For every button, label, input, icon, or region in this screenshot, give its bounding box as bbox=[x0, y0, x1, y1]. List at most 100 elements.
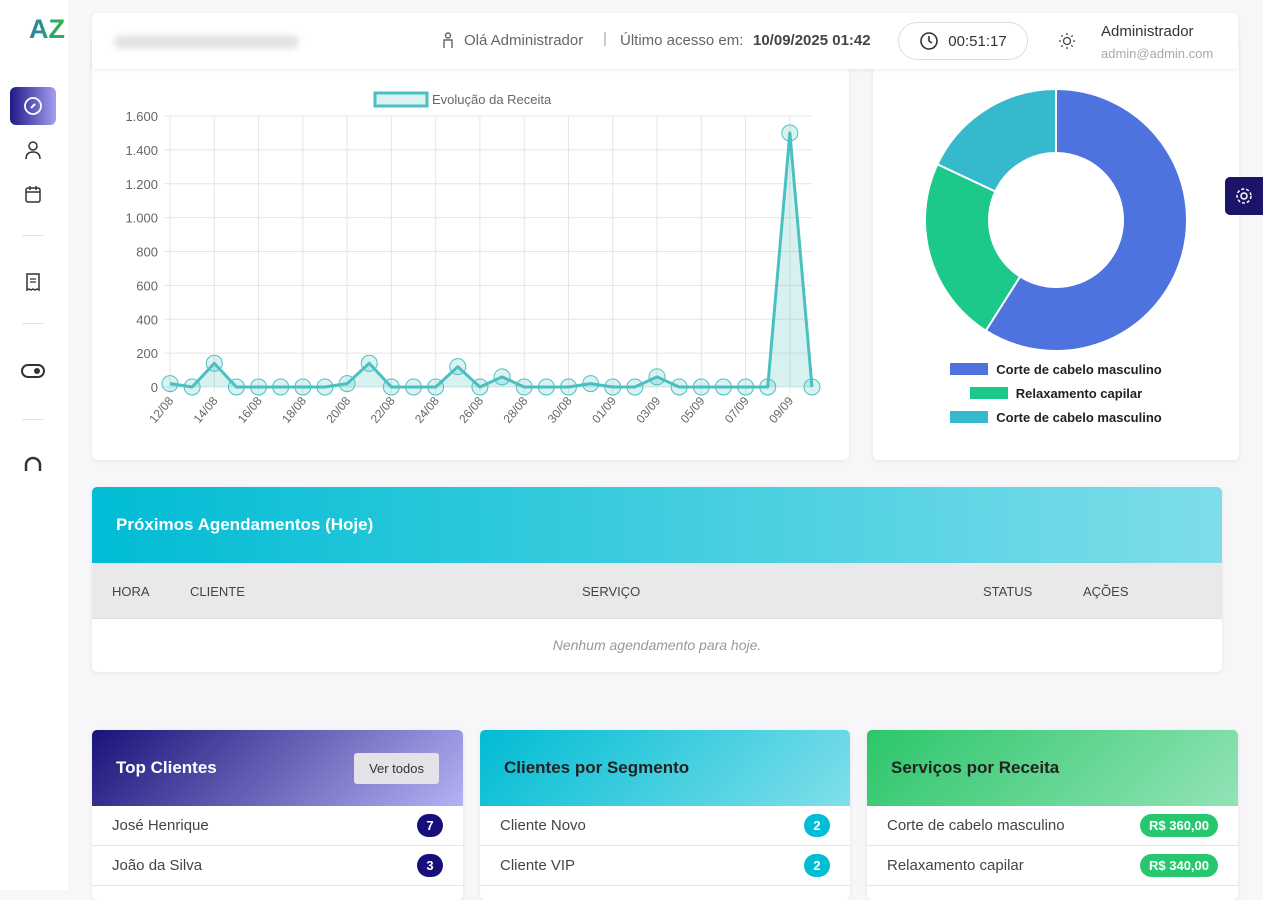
revenue-chart-card: 0 200 400 600 800 1.000 1.200 1.400 1.600 12/08 14… bbox=[92, 40, 849, 460]
top-clients-title: Top Clientes bbox=[116, 758, 217, 777]
segments-title: Clientes por Segmento bbox=[504, 758, 690, 777]
count-badge: 3 bbox=[417, 854, 443, 877]
data-point bbox=[471, 378, 489, 396]
data-point bbox=[559, 378, 577, 396]
y-tick-label: 1.000 bbox=[125, 211, 158, 226]
x-tick-label: 26/08 bbox=[456, 394, 486, 426]
legend-swatch bbox=[950, 411, 989, 423]
segments-card: Clientes por Segmento Cliente Novo 2 Clie… bbox=[480, 730, 850, 900]
receipt-icon bbox=[26, 273, 40, 292]
logo: AZ bbox=[29, 14, 65, 44]
y-tick-label: 1.200 bbox=[125, 177, 158, 192]
service-name: Corte de cabelo masculino bbox=[887, 817, 1065, 834]
sidebar-item-toggle[interactable] bbox=[10, 352, 56, 390]
appointments-table-header: HORA CLIENTE SERVIÇO STATUS AÇÕES bbox=[92, 563, 1222, 619]
x-tick-label: 22/08 bbox=[368, 394, 398, 426]
legend-swatch bbox=[950, 363, 989, 375]
col-acoes: AÇÕES bbox=[1083, 584, 1129, 599]
donut-slice bbox=[984, 87, 1188, 352]
sidebar-item-support[interactable] bbox=[10, 446, 56, 484]
x-tick-label: 12/08 bbox=[146, 394, 176, 426]
data-point bbox=[250, 378, 268, 396]
data-point bbox=[427, 378, 445, 396]
services-donut-chart bbox=[924, 87, 1188, 352]
services-revenue-card: Serviços por Receita Corte de cabelo mas… bbox=[867, 730, 1238, 900]
list-item: Cliente VIP 2 bbox=[480, 846, 850, 886]
data-point bbox=[294, 378, 312, 396]
headset-icon bbox=[24, 456, 42, 471]
gear-icon bbox=[1236, 188, 1252, 204]
x-tick-label: 09/09 bbox=[766, 394, 796, 426]
data-point bbox=[714, 378, 732, 396]
data-point bbox=[493, 368, 511, 386]
y-tick-label: 200 bbox=[136, 346, 158, 361]
data-point bbox=[360, 354, 378, 372]
x-tick-label: 16/08 bbox=[235, 394, 265, 426]
timer-value: 00:51:17 bbox=[948, 32, 1007, 50]
view-all-button[interactable]: Ver todos bbox=[354, 752, 439, 784]
col-cliente: CLIENTE bbox=[190, 584, 245, 599]
person-icon bbox=[443, 32, 453, 48]
theme-toggle-sun-icon[interactable] bbox=[1058, 32, 1076, 50]
revenue-badge: R$ 360,00 bbox=[1140, 814, 1218, 837]
data-point bbox=[338, 375, 356, 393]
donut-slice bbox=[936, 87, 1057, 193]
legend-swatch bbox=[373, 91, 429, 108]
empty-message: Nenhum agendamento para hoje. bbox=[552, 637, 762, 653]
revenue-badge: R$ 340,00 bbox=[1140, 854, 1218, 877]
data-point bbox=[582, 375, 600, 393]
sidebar-item-clients[interactable] bbox=[10, 131, 56, 169]
col-hora: HORA bbox=[112, 584, 150, 599]
donut-slice bbox=[924, 162, 1022, 332]
data-point bbox=[161, 375, 179, 393]
list-item[interactable]: João da Silva 3 bbox=[92, 846, 463, 886]
y-tick-label: 1.400 bbox=[125, 143, 158, 158]
x-tick-label: 05/09 bbox=[678, 394, 708, 426]
toggle-icon bbox=[21, 364, 45, 378]
legend-item[interactable]: Corte de cabelo masculino bbox=[873, 357, 1239, 381]
x-tick-label: 20/08 bbox=[323, 394, 353, 426]
client-name: João da Silva bbox=[112, 857, 203, 874]
data-point bbox=[737, 378, 755, 396]
y-tick-label: 1.600 bbox=[125, 109, 158, 124]
data-point bbox=[759, 378, 777, 396]
data-point bbox=[515, 378, 533, 396]
x-tick-label: 30/08 bbox=[545, 394, 575, 426]
list-item: Cliente Novo 2 bbox=[480, 806, 850, 846]
sidebar-item-calendar[interactable] bbox=[10, 175, 56, 213]
legend-item[interactable]: Corte de cabelo masculino bbox=[873, 405, 1239, 429]
data-point bbox=[205, 354, 223, 372]
data-point bbox=[670, 378, 688, 396]
y-tick-label: 600 bbox=[136, 278, 158, 293]
greeting: Olá Administrador bbox=[464, 32, 584, 49]
legend-label: Relaxamento capilar bbox=[1015, 385, 1143, 401]
settings-button[interactable] bbox=[1225, 177, 1263, 215]
user-icon bbox=[25, 141, 41, 160]
session-timer: 00:51:17 bbox=[898, 22, 1028, 60]
gauge-icon bbox=[24, 97, 42, 115]
sidebar-item-dashboard[interactable] bbox=[10, 87, 56, 125]
data-point bbox=[316, 378, 334, 396]
calendar-icon bbox=[25, 186, 41, 203]
appointments-card: Próximos Agendamentos (Hoje) HORA CLIENT… bbox=[92, 487, 1222, 672]
col-status: STATUS bbox=[983, 584, 1033, 599]
count-badge: 2 bbox=[804, 814, 830, 837]
data-point bbox=[648, 368, 666, 386]
sidebar: AZ bbox=[0, 0, 68, 890]
list-item[interactable]: José Henrique 7 bbox=[92, 806, 463, 846]
x-tick-label: 24/08 bbox=[412, 394, 442, 426]
x-tick-label: 28/08 bbox=[500, 394, 530, 426]
data-point bbox=[626, 378, 644, 396]
series-line bbox=[169, 131, 814, 389]
y-tick-label: 400 bbox=[136, 312, 158, 327]
legend-item[interactable]: Relaxamento capilar bbox=[873, 381, 1239, 405]
data-point bbox=[183, 378, 201, 396]
user-name[interactable]: Administrador bbox=[1101, 23, 1194, 40]
count-badge: 2 bbox=[804, 854, 830, 877]
top-clients-card: Top Clientes Ver todos José Henrique 7 Jo… bbox=[92, 730, 463, 900]
sidebar-item-reports[interactable] bbox=[10, 263, 56, 301]
x-tick-label: 14/08 bbox=[191, 394, 221, 426]
last-access-value: 10/09/2025 01:42 bbox=[753, 32, 871, 49]
x-tick-label: 07/09 bbox=[722, 394, 752, 426]
segment-name: Cliente Novo bbox=[500, 817, 586, 834]
